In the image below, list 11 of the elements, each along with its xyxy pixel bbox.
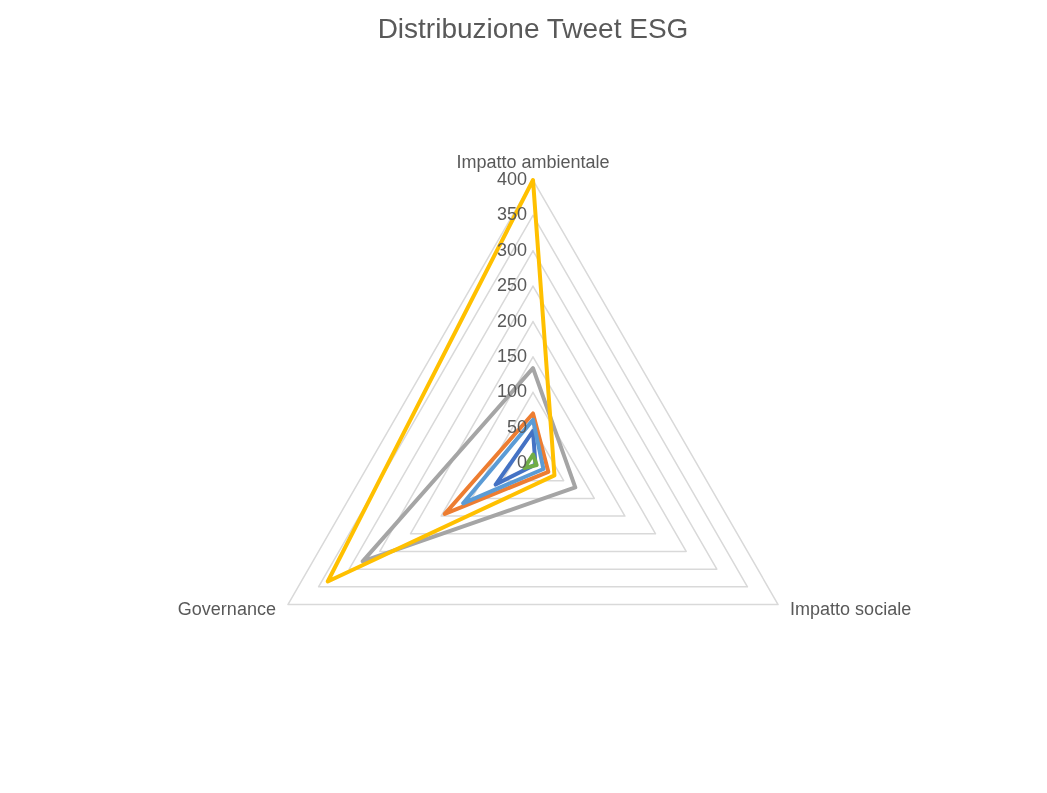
chart-title: Distribuzione Tweet ESG	[377, 13, 689, 44]
y-tick-label: 400	[496, 169, 527, 189]
y-tick-label: 0	[516, 452, 527, 472]
spoke-label: Impatto ambientale	[456, 152, 610, 172]
y-tick-label: 150	[496, 345, 527, 366]
y-tick-label: 200	[496, 310, 527, 331]
y-tick-label: 100	[496, 381, 527, 402]
y-tick-label: 250	[496, 275, 527, 296]
spoke-label: Governance	[177, 598, 276, 619]
y-tick-label: 300	[496, 239, 527, 260]
spoke-label: Impatto sociale	[790, 598, 912, 619]
